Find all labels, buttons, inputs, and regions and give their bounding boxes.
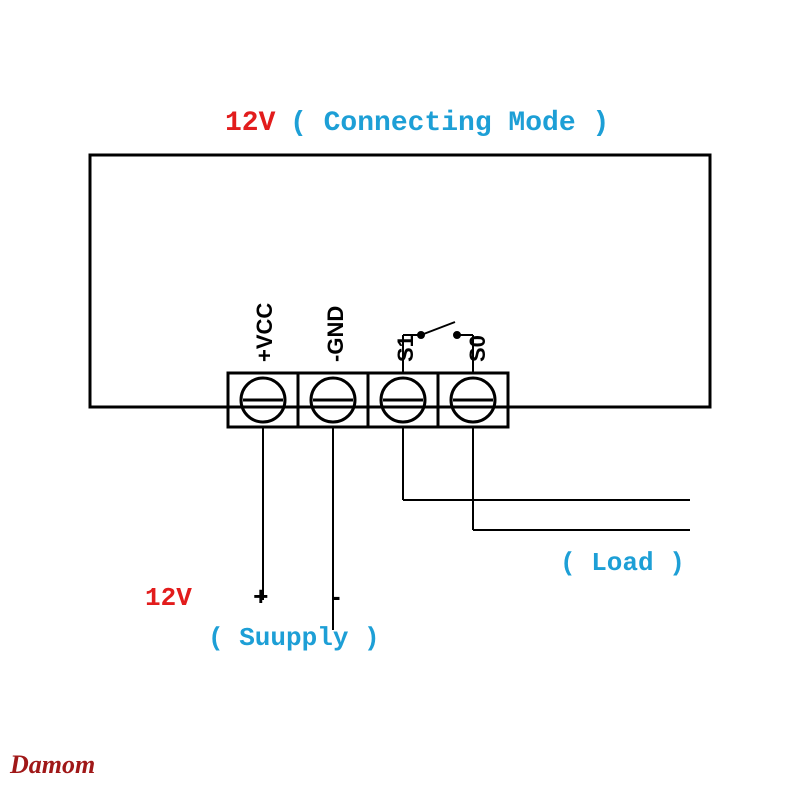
supply-voltage: 12V	[145, 583, 192, 613]
pin-label-gnd: -GND	[323, 306, 348, 362]
pin-label-vcc: +VCC	[252, 303, 277, 362]
title-voltage: 12V	[225, 108, 276, 139]
screw-vcc	[241, 378, 285, 422]
wiring-diagram: 12V ( Connecting Mode ) +VCC -GND S1 S0	[0, 0, 800, 800]
module-outline	[90, 155, 710, 407]
screw-s1	[381, 378, 425, 422]
pin-label-s1: S1	[393, 335, 418, 362]
screw-gnd	[311, 378, 355, 422]
supply-label: ( Suupply )	[208, 623, 380, 653]
supply-minus: -	[328, 583, 344, 613]
terminal-block	[228, 373, 508, 427]
screw-s0	[451, 378, 495, 422]
load-label: ( Load )	[560, 548, 685, 578]
supply-plus: +	[253, 583, 269, 613]
pin-label-s0: S0	[465, 335, 490, 362]
watermark: Damom	[10, 750, 95, 780]
title-mode: ( Connecting Mode )	[290, 108, 609, 139]
